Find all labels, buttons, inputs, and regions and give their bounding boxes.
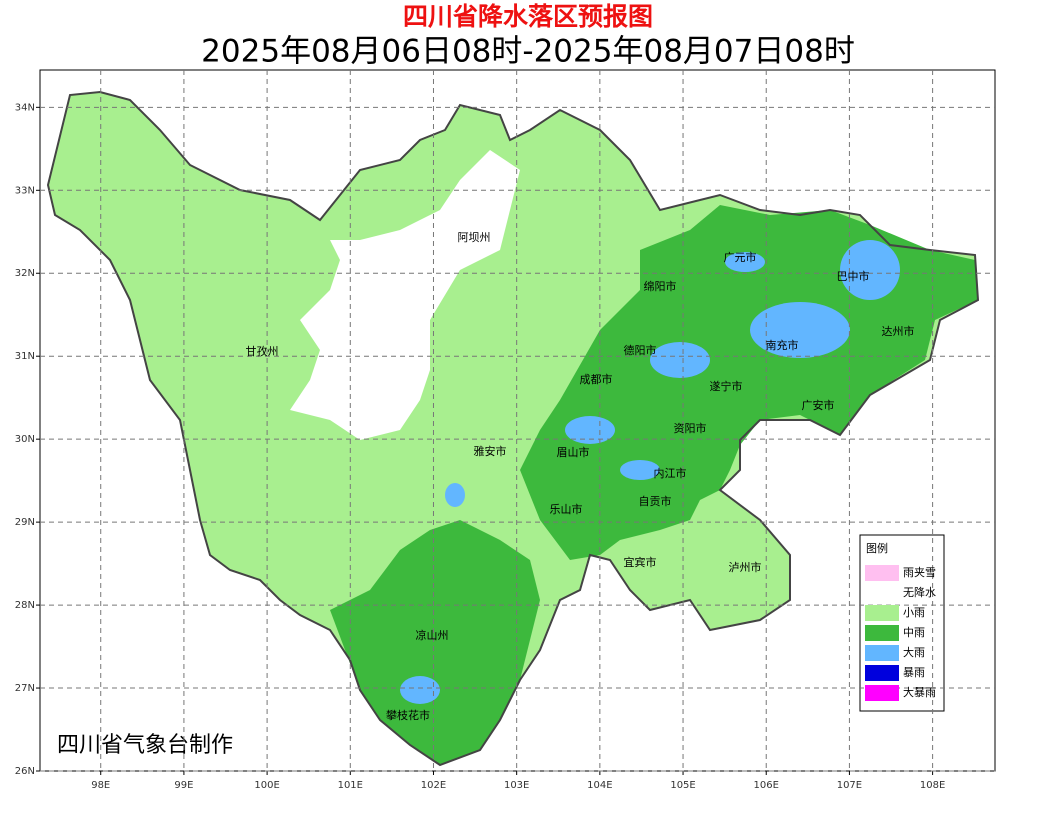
y-tick-label: 30N	[15, 434, 35, 445]
y-tick-label: 26N	[15, 766, 35, 777]
city-label: 广安市	[802, 398, 835, 412]
city-label: 宜宾市	[624, 555, 657, 569]
legend-label: 雨夹雪	[903, 566, 936, 579]
heavy-rain-area	[750, 302, 850, 358]
city-label: 巴中市	[837, 269, 870, 283]
city-label: 凉山州	[416, 628, 449, 642]
legend-title: 图例	[866, 541, 888, 555]
x-tick-label: 102E	[421, 780, 446, 791]
city-label: 成都市	[580, 372, 613, 386]
legend-label: 中雨	[903, 626, 925, 639]
x-tick-label: 105E	[670, 780, 695, 791]
city-label: 绵阳市	[644, 279, 677, 293]
y-tick-label: 28N	[15, 600, 35, 611]
city-label: 达州市	[882, 324, 915, 338]
title: 四川省降水落区预报图	[403, 2, 653, 31]
legend-swatch	[865, 685, 899, 701]
city-label: 乐山市	[550, 502, 583, 516]
legend-box	[859, 534, 945, 712]
legend-swatch	[865, 585, 899, 601]
province-border	[46, 90, 980, 767]
heavy-rain-area	[840, 240, 900, 300]
y-tick-label: 27N	[15, 683, 35, 694]
legend-label: 大暴雨	[903, 685, 936, 699]
x-tick-label: 98E	[91, 780, 110, 791]
heavy-rain-area	[565, 416, 615, 444]
city-label: 德阳市	[624, 343, 657, 357]
y-tick-label: 33N	[15, 185, 35, 196]
subtitle: 2025年08月06日08时-2025年08月07日08时	[201, 34, 855, 70]
x-tick-label: 100E	[254, 780, 279, 791]
city-label: 雅安市	[474, 444, 507, 458]
x-tick-label: 104E	[587, 780, 612, 791]
credit: 四川省气象台制作	[57, 733, 233, 758]
city-label: 广元市	[724, 250, 757, 264]
x-tick-label: 106E	[754, 780, 779, 791]
x-tick-label: 99E	[174, 780, 193, 791]
heavy-rain-area	[650, 342, 710, 378]
city-label: 眉山市	[557, 445, 590, 459]
legend-label: 大雨	[903, 645, 925, 659]
y-tick-label: 32N	[15, 268, 35, 279]
legend-swatch	[865, 605, 899, 621]
heavy-rain-area	[725, 252, 765, 272]
x-tick-label: 103E	[504, 780, 529, 791]
x-tick-label: 107E	[837, 780, 862, 791]
legend-swatch	[865, 565, 899, 581]
city-label: 遂宁市	[710, 379, 743, 393]
heavy-rain-area	[445, 483, 465, 507]
legend-swatch	[865, 665, 899, 681]
city-label: 攀枝花市	[386, 708, 430, 722]
legend-label: 暴雨	[903, 666, 925, 679]
city-label: 南充市	[766, 338, 799, 352]
legend-swatch	[865, 645, 899, 661]
map-area	[46, 90, 980, 767]
city-label: 阿坝州	[458, 230, 491, 244]
y-tick-label: 34N	[15, 102, 35, 113]
heavy-rain-area	[400, 676, 440, 704]
heavy-rain-area	[620, 460, 660, 480]
x-tick-label: 108E	[920, 780, 945, 791]
legend-label: 小雨	[903, 606, 925, 619]
y-tick-label: 29N	[15, 517, 35, 528]
city-label: 泸州市	[729, 560, 762, 574]
y-tick-label: 31N	[15, 351, 35, 362]
moderate-rain-area	[330, 520, 540, 765]
legend-label: 无降水	[903, 585, 936, 599]
city-label: 资阳市	[674, 421, 707, 435]
city-label: 甘孜州	[246, 344, 279, 358]
city-label: 内江市	[654, 466, 687, 480]
no-rain-area	[290, 150, 520, 440]
legend-swatch	[865, 625, 899, 641]
x-tick-label: 101E	[338, 780, 363, 791]
city-label: 自贡市	[639, 494, 672, 508]
